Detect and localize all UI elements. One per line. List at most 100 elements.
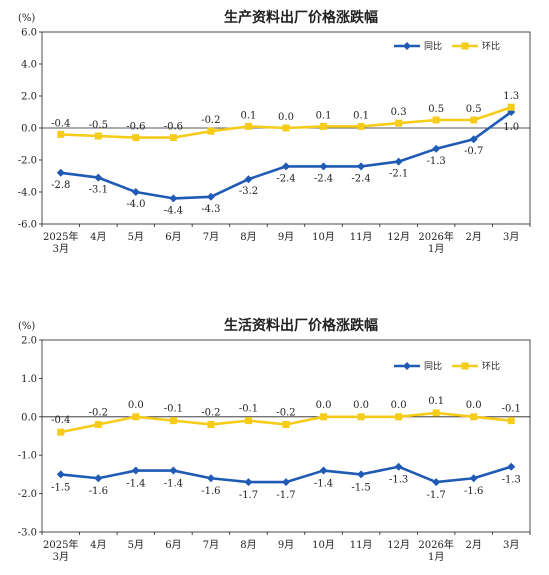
legend-marker-yoy xyxy=(403,42,411,50)
x-tick-label: 1月 xyxy=(428,243,444,255)
data-point-yoy xyxy=(131,188,140,196)
data-label-yoy: -1.7 xyxy=(276,490,295,501)
x-tick-label: 10月 xyxy=(312,539,335,551)
x-tick-label: 2026年 xyxy=(418,230,453,243)
data-point-mom xyxy=(395,413,403,421)
data-point-mom xyxy=(169,134,177,142)
data-point-yoy xyxy=(469,135,478,144)
chart-1: 生产资料出厂价格涨跌幅 (%) 6.0 4.0 2.0 0.0 -2.0 -4.0 -6.0 20… xyxy=(18,9,531,255)
chart-2: 生活资料出厂价格涨跌幅 (%) 2.0 1.0 0.0 -1.0 -2.0 -3.0 2025年… xyxy=(18,317,531,563)
data-label-yoy: -1.5 xyxy=(351,482,370,493)
legend-marker-yoy xyxy=(403,362,411,370)
data-label-mom: -0.1 xyxy=(239,404,258,415)
x-tick-label: 4月 xyxy=(90,539,106,551)
data-point-yoy xyxy=(94,173,103,182)
x-tick-label: 12月 xyxy=(387,539,410,551)
data-point-yoy xyxy=(169,194,178,203)
data-point-yoy xyxy=(432,144,441,153)
data-label-mom: 1.3 xyxy=(503,91,519,102)
data-point-mom xyxy=(207,127,215,135)
data-label-yoy: -1.4 xyxy=(126,479,145,490)
x-tick-label: 5月 xyxy=(128,539,144,551)
data-point-mom xyxy=(169,417,177,425)
data-point-mom xyxy=(507,103,515,111)
data-label-yoy: -1.6 xyxy=(89,486,108,497)
data-point-yoy xyxy=(394,157,403,166)
y-tick-label: -6.0 xyxy=(18,220,37,231)
data-label-mom: -0.4 xyxy=(51,415,70,426)
chart-title: 生活资料出厂价格涨跌幅 xyxy=(224,317,378,334)
data-point-mom xyxy=(432,116,440,124)
y-tick-label: -2.0 xyxy=(18,156,37,167)
data-label-mom: -0.1 xyxy=(502,404,521,415)
data-point-yoy xyxy=(169,466,178,475)
data-label-yoy: -0.7 xyxy=(464,146,483,157)
data-label-yoy: -2.1 xyxy=(389,169,408,180)
y-tick-label: -2.0 xyxy=(18,489,37,500)
data-point-mom xyxy=(57,130,65,138)
y-tick-label: -4.0 xyxy=(18,188,37,199)
data-point-yoy xyxy=(131,466,140,475)
data-point-mom xyxy=(244,122,252,130)
x-tick-label: 7月 xyxy=(203,231,219,243)
y-tick-label: 1.0 xyxy=(21,374,37,385)
data-point-mom xyxy=(132,413,140,421)
y-tick-label: 0.0 xyxy=(21,412,37,423)
data-label-mom: -0.2 xyxy=(201,407,220,418)
y-axis-unit: (%) xyxy=(18,13,35,24)
legend-label-mom: 环比 xyxy=(482,360,500,372)
data-label-mom: 0.1 xyxy=(428,396,444,407)
data-point-yoy xyxy=(432,478,441,487)
data-point-yoy xyxy=(357,470,366,479)
data-label-yoy: -4.0 xyxy=(126,199,145,210)
data-point-mom xyxy=(282,124,290,132)
data-label-yoy: -3.1 xyxy=(89,185,108,196)
data-point-yoy xyxy=(244,175,253,184)
legend-label-yoy: 同比 xyxy=(424,40,442,52)
data-label-mom: -0.2 xyxy=(201,115,220,126)
data-label-yoy: -4.4 xyxy=(164,205,183,216)
data-point-yoy xyxy=(94,474,103,483)
data-label-mom: -0.6 xyxy=(126,122,145,133)
data-label-mom: 0.3 xyxy=(391,107,407,118)
data-label-mom: 0.0 xyxy=(353,400,369,411)
data-label-yoy: -1.4 xyxy=(164,479,183,490)
data-point-yoy xyxy=(282,478,290,487)
x-tick-label: 9月 xyxy=(278,539,294,551)
data-point-yoy xyxy=(394,462,403,471)
y-tick-label: 2.0 xyxy=(21,92,37,103)
x-tick-label: 3月 xyxy=(503,539,519,551)
data-point-mom xyxy=(57,428,65,436)
data-point-yoy xyxy=(282,162,290,171)
x-tick-label: 5月 xyxy=(128,231,144,243)
y-tick-label: -1.0 xyxy=(18,451,37,462)
data-label-mom: -0.4 xyxy=(51,118,70,129)
legend-marker-mom xyxy=(461,362,469,370)
data-point-mom xyxy=(132,134,140,142)
data-label-mom: 0.0 xyxy=(316,400,332,411)
x-tick-label: 2026年 xyxy=(418,538,453,551)
data-point-mom xyxy=(282,420,290,428)
data-point-mom xyxy=(320,122,328,130)
data-label-mom: 0.5 xyxy=(428,104,444,115)
x-tick-label: 8月 xyxy=(240,231,256,243)
data-point-mom xyxy=(320,413,328,421)
data-label-mom: 0.0 xyxy=(391,400,407,411)
data-label-mom: -0.2 xyxy=(89,407,108,418)
data-label-yoy: -3.2 xyxy=(239,186,258,197)
data-label-yoy: -2.4 xyxy=(276,173,295,184)
y-tick-label: 4.0 xyxy=(21,60,37,71)
data-label-mom: -0.5 xyxy=(89,120,108,131)
x-tick-label: 2月 xyxy=(466,231,482,243)
data-label-yoy: -2.4 xyxy=(314,173,333,184)
data-label-yoy: 1.0 xyxy=(503,122,519,133)
x-tick-label: 3月 xyxy=(53,551,69,563)
data-label-yoy: -4.3 xyxy=(201,204,220,215)
data-point-mom xyxy=(207,420,215,428)
data-label-mom: 0.1 xyxy=(316,110,332,121)
data-label-mom: 0.1 xyxy=(241,110,257,121)
x-tick-label: 12月 xyxy=(387,231,410,243)
data-point-yoy xyxy=(56,470,65,479)
y-axis-unit: (%) xyxy=(18,321,35,332)
